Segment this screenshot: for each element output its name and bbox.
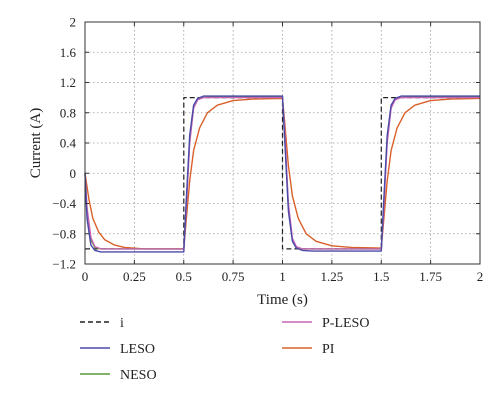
y-tick-label: 2: [70, 15, 77, 30]
series-line-i: [85, 96, 480, 250]
y-tick-label: −1.2: [52, 257, 76, 272]
legend-label-i: i: [120, 316, 124, 331]
x-tick-label: 0: [82, 269, 89, 284]
x-tick-label: 0.5: [176, 269, 192, 284]
y-tick-label: 0.4: [60, 136, 77, 151]
x-axis-title: Time (s): [257, 292, 308, 308]
legend: i P-LESO LESO PI NESO: [80, 316, 369, 383]
y-tick-label: −0.8: [52, 226, 76, 241]
legend-label-neso: NESO: [120, 368, 157, 383]
y-tick-label: 1.6: [60, 45, 77, 60]
series-line-leso: [84, 95, 480, 253]
y-tick-label: −0.4: [52, 196, 76, 211]
legend-label-leso: LESO: [120, 342, 155, 357]
y-axis-title: Current (A): [28, 108, 44, 178]
x-tick-label: 0.25: [123, 269, 146, 284]
legend-label-p-leso: P-LESO: [322, 316, 369, 331]
plot-lines: [84, 95, 481, 253]
x-tick-label: 1.5: [373, 269, 389, 284]
y-tick-label: 0.8: [60, 105, 76, 120]
x-tick-label: 1: [279, 269, 286, 284]
y-tick-label: 0: [70, 166, 77, 181]
x-tick-label: 1.25: [321, 269, 344, 284]
y-tick-label: 1.2: [60, 75, 76, 90]
legend-label-pi: PI: [322, 342, 335, 357]
x-tick-label: 0.75: [222, 269, 245, 284]
x-tick-label: 1.75: [419, 269, 442, 284]
axis-ticks: 0 0.25 0.5 0.75 1 1.25 1.5 1.75 2 −1.2 −0.8 −0.4 0 0.…: [52, 15, 483, 285]
x-tick-label: 2: [477, 269, 484, 284]
